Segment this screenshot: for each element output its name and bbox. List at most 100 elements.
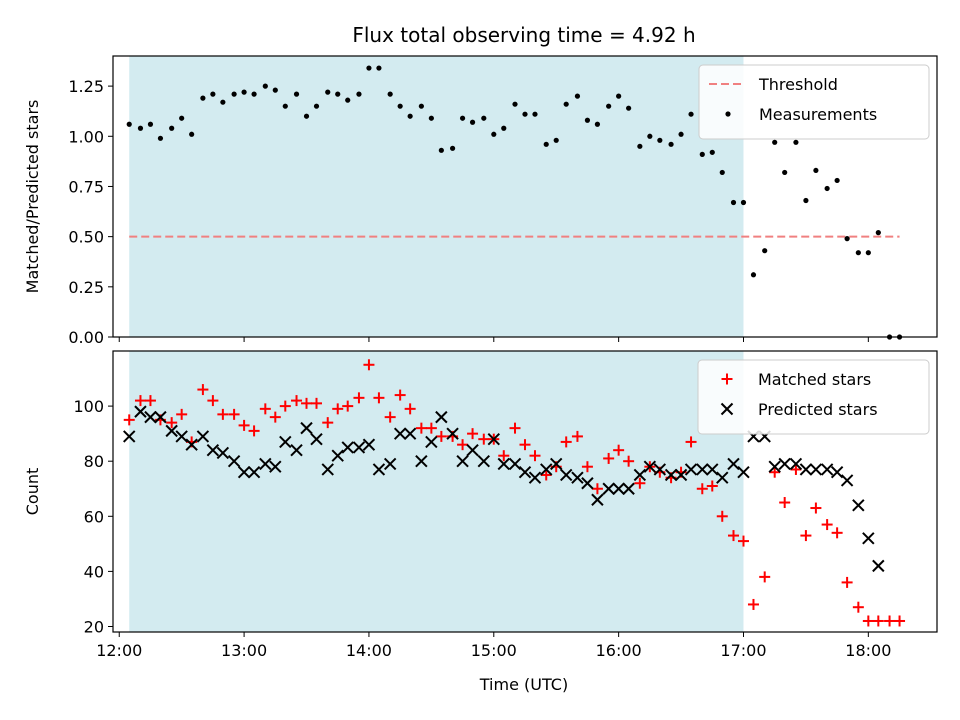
matched-stars-point — [478, 433, 490, 445]
predicted-stars-point — [840, 474, 854, 487]
matched-stars-point — [373, 392, 385, 404]
measurements-point — [553, 137, 559, 143]
predicted-stars-point — [789, 457, 803, 471]
matched-stars-point — [134, 395, 146, 407]
measurements-point — [637, 143, 643, 149]
x-tick-label: 16:00 — [596, 641, 642, 660]
matched-stars-point — [581, 461, 593, 473]
measurements-point — [813, 167, 819, 174]
measurements-point — [543, 141, 549, 147]
predicted-stars-point — [477, 454, 491, 468]
predicted-stars-point — [237, 466, 251, 479]
matched-stars-point — [311, 397, 323, 409]
matched-stars-point — [384, 411, 396, 423]
predicted-stars-point — [372, 463, 386, 476]
predicted-stars-point — [633, 468, 647, 482]
predicted-stars-point — [518, 466, 532, 479]
measurements-point — [750, 272, 757, 278]
measurements-point — [584, 117, 591, 123]
measurements-point — [772, 139, 778, 145]
measurements-point — [418, 103, 424, 109]
measurements-point — [200, 95, 206, 101]
measurements-point — [594, 121, 601, 127]
ratio-y-axis-label: Matched/Predicted stars — [23, 100, 42, 294]
legend-measurements-swatch — [725, 111, 731, 117]
ratio-legend: Threshold Measurements — [698, 64, 930, 140]
predicted-stars-point — [591, 493, 604, 506]
measurements-point — [220, 99, 226, 105]
predicted-stars-point — [415, 454, 428, 468]
measurements-point — [730, 199, 737, 206]
y-tick-label: 20 — [84, 617, 104, 636]
matched-stars-point — [747, 598, 759, 610]
measurements-point — [335, 91, 341, 97]
matched-stars-point — [197, 384, 209, 396]
y-tick-label: 100 — [73, 397, 104, 416]
matched-stars-point — [394, 389, 406, 401]
matched-stars-point — [790, 463, 802, 475]
legend-label: Threshold — [758, 75, 838, 94]
matched-stars-point — [540, 469, 552, 481]
matched-stars-point — [509, 422, 521, 434]
predicted-stars-point — [643, 460, 657, 473]
predicted-stars-point — [528, 471, 542, 484]
measurements-point — [834, 177, 840, 184]
measurements-point — [272, 87, 278, 93]
measurements-point — [179, 115, 185, 121]
matched-stars-point — [332, 403, 344, 415]
predicted-stars-point — [393, 427, 407, 440]
predicted-stars-point — [778, 457, 791, 471]
ratio-axes-frame — [112, 55, 938, 338]
measurements-point — [481, 115, 487, 121]
measurements-point — [366, 65, 372, 71]
measurements-point — [824, 185, 830, 192]
predicted-stars-point — [508, 457, 522, 471]
predicted-stars-point — [706, 463, 719, 476]
measurements-point — [407, 113, 413, 119]
measurements-point — [137, 125, 144, 131]
measurements-point — [740, 199, 747, 206]
matched-stars-point — [603, 452, 615, 464]
matched-stars-point — [301, 397, 313, 409]
matched-stars-point — [810, 502, 822, 514]
predicted-stars-point — [123, 430, 136, 443]
ratio-x-ticks — [118, 337, 869, 342]
matched-stars-point — [852, 601, 864, 613]
predicted-stars-point — [165, 424, 178, 438]
measurements-point — [345, 97, 351, 103]
measurements-point — [126, 121, 132, 127]
legend-box — [698, 64, 930, 140]
predicted-stars-point — [550, 457, 563, 471]
x-tick-label: 13:00 — [221, 641, 267, 660]
predicted-stars-point — [300, 421, 313, 435]
x-tick-label: 12:00 — [96, 641, 142, 660]
matched-stars-point — [353, 392, 365, 404]
y-tick-label: 60 — [84, 507, 104, 526]
predicted-stars-point — [809, 463, 823, 476]
y-tick-label: 1.00 — [68, 127, 104, 146]
matched-stars-point — [841, 576, 853, 588]
predicted-stars-point — [206, 443, 220, 457]
predicted-stars-point — [830, 466, 844, 479]
predicted-stars-point — [175, 430, 188, 443]
predicted-stars-point — [684, 463, 698, 476]
predicted-stars-point — [259, 457, 272, 471]
predicted-stars-point — [799, 463, 813, 476]
predicted-stars-point — [820, 463, 834, 476]
measurements-point — [376, 65, 382, 71]
matched-stars-point — [685, 436, 697, 448]
legend-matched-stars-swatch — [721, 373, 733, 385]
matched-stars-point — [716, 510, 728, 522]
y-tick-label: 0.75 — [68, 177, 104, 196]
matched-stars-point — [696, 483, 708, 495]
measurements-point — [325, 89, 331, 95]
count-y-ticks: 20 40 60 80 100 — [73, 397, 113, 636]
measurements-point — [251, 91, 257, 97]
predicted-stars-point — [446, 427, 459, 440]
x-axis-label: Time (UTC) — [479, 675, 568, 694]
measurements-point — [512, 101, 518, 107]
matched-stars-point — [862, 615, 874, 627]
matched-stars-point — [884, 615, 896, 627]
predicted-stars-point — [425, 435, 438, 449]
